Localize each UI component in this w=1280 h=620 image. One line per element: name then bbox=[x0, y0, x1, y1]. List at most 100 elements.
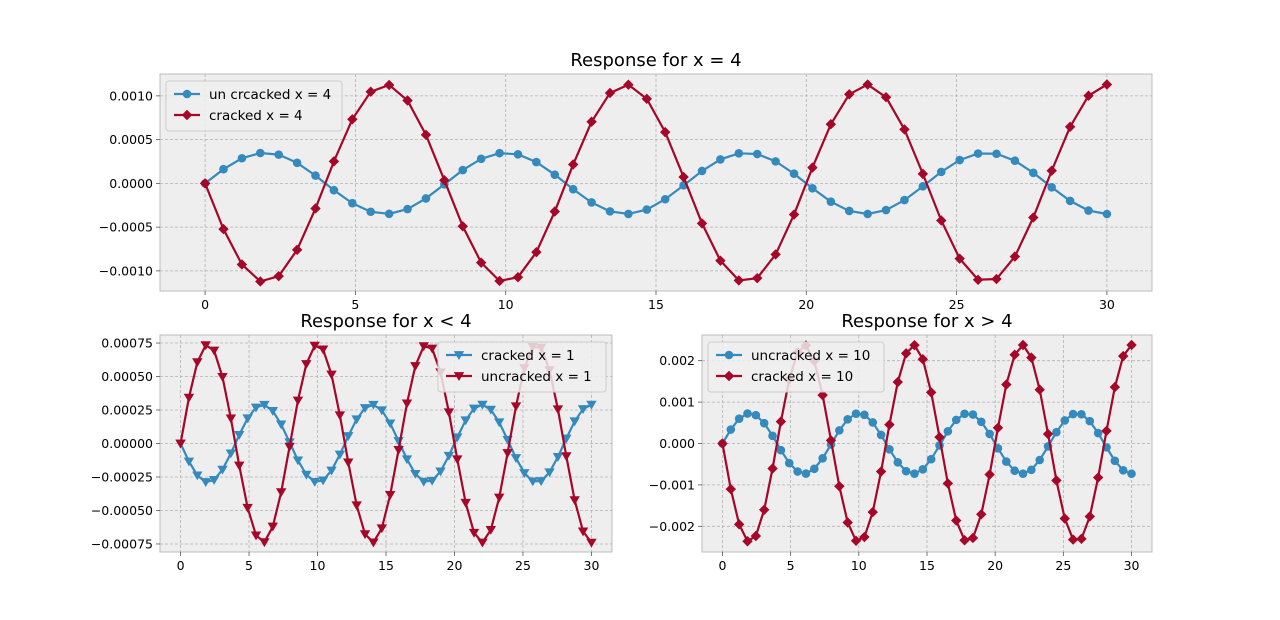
data-point bbox=[716, 155, 725, 164]
y-tick-label: 0.001 bbox=[659, 395, 695, 410]
data-point bbox=[217, 465, 228, 475]
data-point bbox=[250, 403, 262, 413]
data-point bbox=[1027, 465, 1036, 475]
data-point bbox=[475, 257, 487, 268]
legend-box bbox=[707, 341, 885, 393]
data-point bbox=[1126, 339, 1137, 351]
data-point bbox=[242, 414, 253, 424]
data-point bbox=[426, 344, 438, 354]
data-point bbox=[326, 466, 337, 476]
data-point bbox=[393, 445, 404, 455]
data-point bbox=[604, 87, 616, 99]
data-point bbox=[863, 209, 872, 219]
data-point bbox=[1084, 511, 1096, 522]
data-point bbox=[893, 458, 903, 467]
data-point bbox=[984, 469, 995, 480]
data-point bbox=[494, 418, 505, 428]
data-point bbox=[818, 454, 827, 463]
data-point bbox=[1077, 409, 1086, 419]
data-point bbox=[809, 464, 819, 474]
data-point bbox=[867, 506, 878, 518]
data-point bbox=[752, 272, 763, 284]
data-point bbox=[292, 158, 302, 168]
data-point bbox=[1127, 469, 1136, 479]
data-point bbox=[410, 362, 421, 371]
chart-panel-response-x-less-than-4: Response for x < 4 0 5 10 15 20 25 30 −0.00075 −0… bbox=[91, 311, 613, 573]
data-point bbox=[900, 348, 912, 359]
data-point bbox=[1102, 209, 1112, 219]
data-point bbox=[384, 490, 396, 500]
data-point bbox=[420, 129, 432, 141]
data-point bbox=[776, 445, 786, 455]
data-point bbox=[568, 184, 578, 194]
data-point bbox=[900, 195, 909, 205]
legend-marker bbox=[182, 89, 192, 99]
data-point bbox=[234, 430, 245, 440]
data-point bbox=[586, 538, 597, 548]
data-point bbox=[976, 509, 987, 520]
data-point bbox=[892, 376, 903, 388]
series-1 bbox=[718, 409, 1136, 479]
data-point bbox=[410, 469, 421, 479]
data-point bbox=[452, 455, 463, 465]
data-point bbox=[510, 454, 522, 464]
series-1 bbox=[200, 148, 1112, 219]
legend-label: uncracked x = 10 bbox=[751, 348, 870, 364]
y-tick-label: −0.002 bbox=[649, 519, 695, 534]
data-point bbox=[678, 171, 689, 183]
data-point bbox=[876, 430, 886, 440]
data-point bbox=[807, 162, 818, 173]
data-point bbox=[477, 538, 488, 548]
data-point bbox=[242, 503, 253, 513]
data-point bbox=[910, 469, 919, 478]
data-point bbox=[468, 404, 480, 414]
data-point bbox=[993, 444, 1003, 453]
data-point bbox=[510, 402, 522, 412]
legend-marker bbox=[453, 372, 465, 381]
data-point bbox=[309, 341, 320, 351]
data-point bbox=[954, 253, 965, 264]
data-point bbox=[884, 419, 895, 430]
data-point bbox=[1068, 409, 1078, 419]
data-point bbox=[901, 466, 911, 476]
data-point bbox=[200, 341, 211, 351]
data-point bbox=[512, 272, 524, 283]
data-point bbox=[1026, 352, 1037, 363]
data-point bbox=[329, 185, 339, 195]
data-point bbox=[418, 477, 429, 487]
legend-label: cracked x = 10 bbox=[751, 369, 853, 385]
data-point bbox=[586, 400, 597, 410]
data-point bbox=[1076, 533, 1087, 545]
y-tick-label: 0.002 bbox=[659, 353, 695, 368]
data-point bbox=[267, 407, 278, 416]
data-point bbox=[234, 461, 245, 471]
data-point bbox=[421, 194, 431, 203]
data-point bbox=[343, 432, 354, 442]
data-point bbox=[368, 400, 379, 410]
data-point bbox=[550, 170, 560, 179]
data-point bbox=[844, 89, 855, 100]
data-point bbox=[771, 157, 780, 166]
legend-marker bbox=[453, 351, 465, 360]
data-point bbox=[494, 275, 505, 287]
data-point bbox=[960, 409, 969, 419]
data-point bbox=[843, 414, 852, 424]
data-point bbox=[569, 496, 580, 506]
x-tick-label: 25 bbox=[949, 297, 965, 312]
data-point bbox=[1060, 416, 1070, 425]
data-point bbox=[284, 442, 295, 452]
data-point bbox=[909, 339, 920, 351]
data-point bbox=[452, 433, 463, 443]
data-point bbox=[273, 270, 284, 282]
data-point bbox=[641, 93, 652, 105]
data-point bbox=[175, 439, 186, 449]
data-point bbox=[403, 204, 412, 214]
data-point bbox=[943, 426, 953, 436]
data-point bbox=[368, 538, 379, 548]
y-tick-label: −0.0005 bbox=[99, 220, 153, 235]
series-2 bbox=[199, 79, 1113, 287]
data-point bbox=[750, 530, 762, 542]
chart-title: Response for x = 4 bbox=[570, 50, 741, 71]
chart-panel-response-x-greater-than-4: Response for x > 4 0 5 10 15 20 25 30 −0.002 −0.0… bbox=[649, 311, 1153, 573]
data-point bbox=[225, 449, 237, 459]
